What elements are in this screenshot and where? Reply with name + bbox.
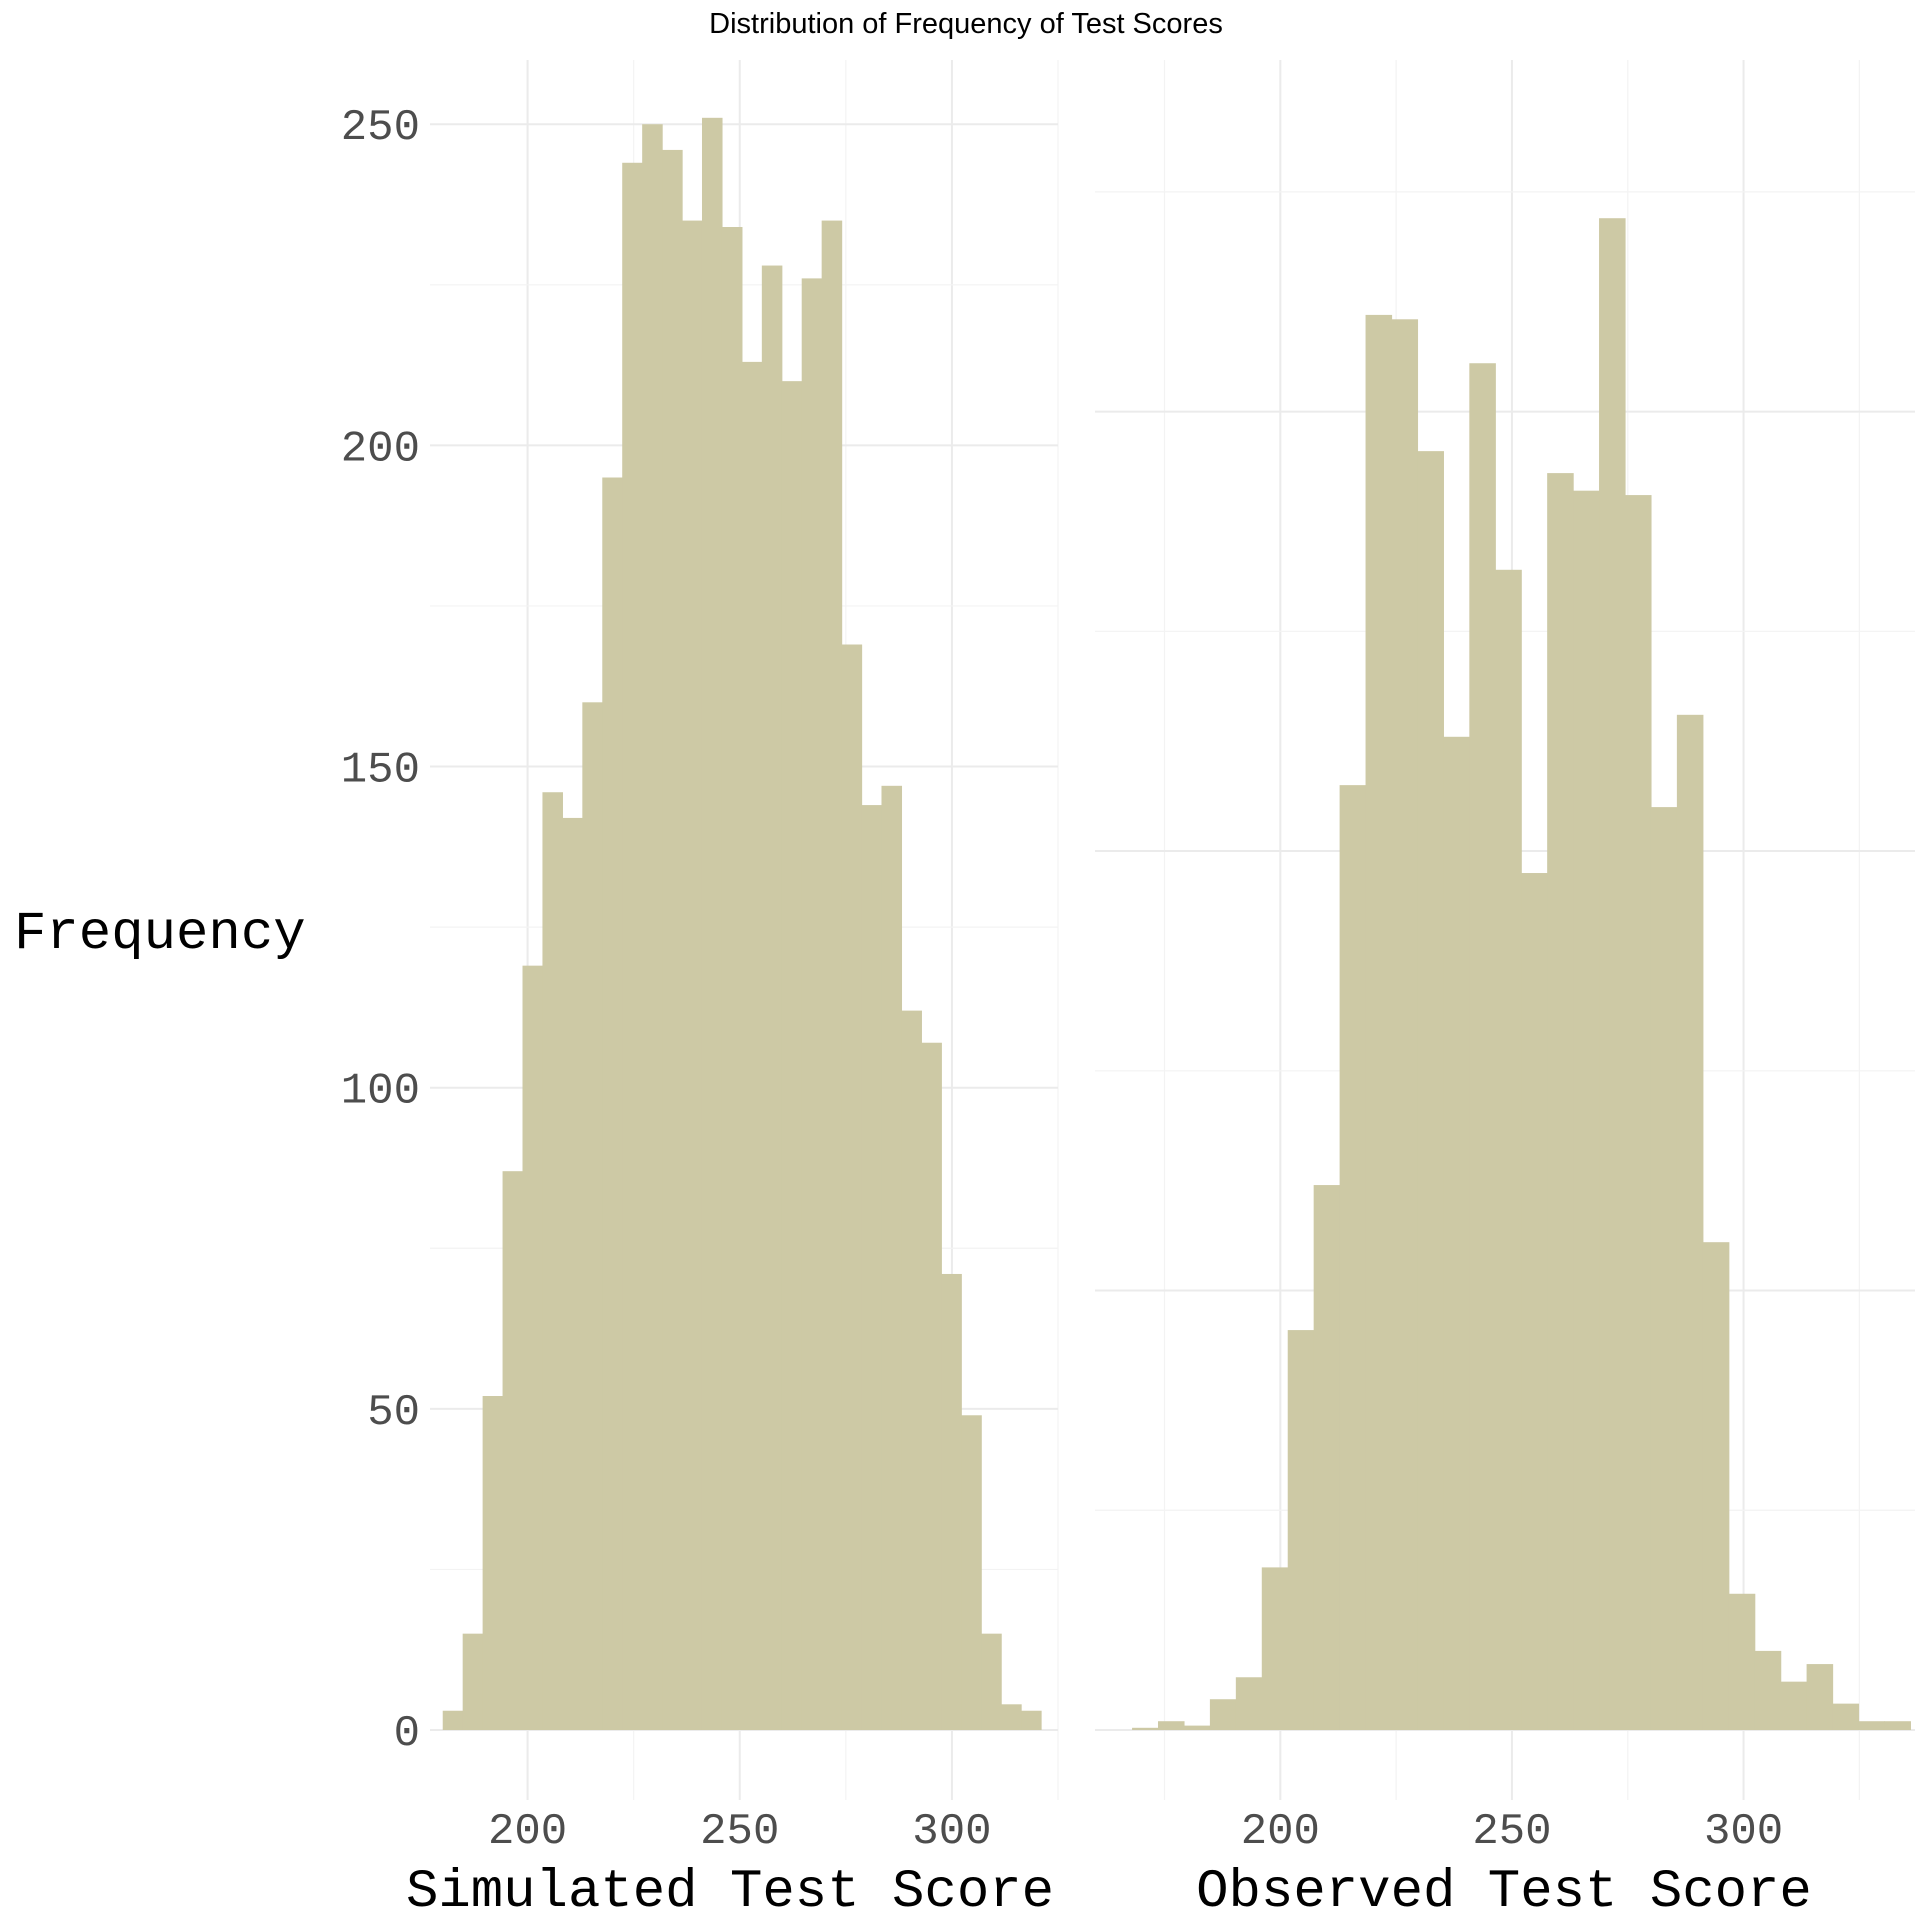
y-tick-label: 200	[341, 424, 420, 474]
histogram-bar	[1806, 1664, 1834, 1730]
histogram-bar	[1209, 1699, 1237, 1730]
histogram-bar	[941, 1273, 962, 1730]
histogram-bar	[562, 817, 583, 1730]
x-tick-label: 200	[488, 1807, 567, 1857]
histogram-bar	[921, 1042, 942, 1730]
histogram-bar	[1021, 1710, 1042, 1730]
histogram-bar	[1469, 363, 1496, 1731]
histogram-bar	[1417, 451, 1444, 1730]
x-tick-label: 250	[700, 1807, 779, 1857]
histogram-bar	[901, 1010, 922, 1730]
histogram-bar	[1495, 569, 1522, 1730]
histogram-bar	[1132, 1727, 1159, 1730]
histogram-bar	[721, 227, 743, 1730]
histogram-bar	[1547, 473, 1574, 1731]
histogram-bar	[981, 1633, 1002, 1730]
histogram-bar	[582, 702, 603, 1731]
x-tick-label: 300	[912, 1807, 991, 1857]
y-tick-label: 50	[367, 1388, 420, 1438]
x-axis-label-observed: Observed Test Score	[1196, 1862, 1812, 1920]
histogram-bar	[881, 785, 903, 1730]
chart-title: Distribution of Frequency of Test Scores	[709, 8, 1223, 40]
histogram-bar	[1158, 1721, 1185, 1730]
histogram-bar	[1702, 1242, 1730, 1730]
simulated-score-panel: 200 250 300 0 50 100 150 200 250	[341, 60, 1059, 1857]
histogram-bar	[482, 1396, 504, 1730]
x-tick-label: 200	[1241, 1807, 1320, 1857]
y-tick-label: 0	[394, 1709, 420, 1759]
histogram-bar	[1728, 1593, 1756, 1730]
histogram-bar	[1624, 495, 1652, 1730]
y-tick-label: 150	[341, 746, 420, 796]
histogram-bar	[1521, 873, 1548, 1730]
histogram-bar	[1313, 1185, 1341, 1730]
histogram-bar	[1573, 490, 1600, 1730]
y-axis-label: Frequency	[14, 904, 306, 965]
histogram-bar	[801, 278, 823, 1730]
x-axis-label-simulated: Simulated Test Score	[406, 1862, 1054, 1920]
histogram-bar	[1754, 1650, 1782, 1730]
histogram-bar	[682, 220, 703, 1731]
histogram-bar	[462, 1633, 484, 1730]
histogram-bar	[1599, 218, 1626, 1730]
histogram-bar	[1235, 1677, 1263, 1730]
histogram-bar	[1391, 319, 1419, 1731]
histogram-bar	[1884, 1721, 1911, 1730]
histogram-bar	[662, 149, 683, 1730]
histogram-bar	[1676, 714, 1704, 1730]
histogram-bar	[622, 162, 643, 1730]
histogram-bar	[1858, 1721, 1886, 1730]
histogram-bars	[442, 117, 1042, 1731]
histogram-bar	[1287, 1330, 1315, 1730]
histogram-bar	[1780, 1681, 1808, 1730]
histogram-bar	[961, 1415, 982, 1730]
histogram-bar	[1001, 1704, 1022, 1730]
histogram-bar	[781, 381, 803, 1731]
histogram-bar	[1443, 736, 1470, 1730]
histogram-bar	[821, 220, 843, 1731]
histogram-bars	[1132, 218, 1911, 1731]
histogram-bar	[701, 117, 723, 1730]
x-tick-label: 300	[1704, 1807, 1783, 1857]
histogram-bar	[841, 644, 863, 1730]
histogram-bar	[442, 1710, 464, 1730]
histogram-bar	[1339, 785, 1367, 1730]
y-tick-label: 100	[341, 1067, 420, 1117]
x-tick-label: 250	[1472, 1807, 1551, 1857]
histogram-bar	[761, 265, 783, 1730]
observed-score-panel: 200 250 300	[1095, 60, 1915, 1857]
histogram-bar	[1261, 1567, 1289, 1730]
histogram-bar	[522, 965, 544, 1730]
histogram-bar	[1183, 1725, 1211, 1730]
histogram-bar	[861, 805, 883, 1730]
histogram-bar	[542, 792, 563, 1730]
histogram-bar	[502, 1171, 524, 1730]
histogram-bar	[1832, 1703, 1860, 1730]
histogram-bar	[602, 477, 623, 1730]
histogram-bar	[1650, 807, 1678, 1730]
histogram-bar	[642, 124, 663, 1731]
histogram-bar	[1365, 314, 1393, 1730]
histogram-bar	[741, 361, 763, 1730]
y-tick-label: 250	[341, 103, 420, 153]
